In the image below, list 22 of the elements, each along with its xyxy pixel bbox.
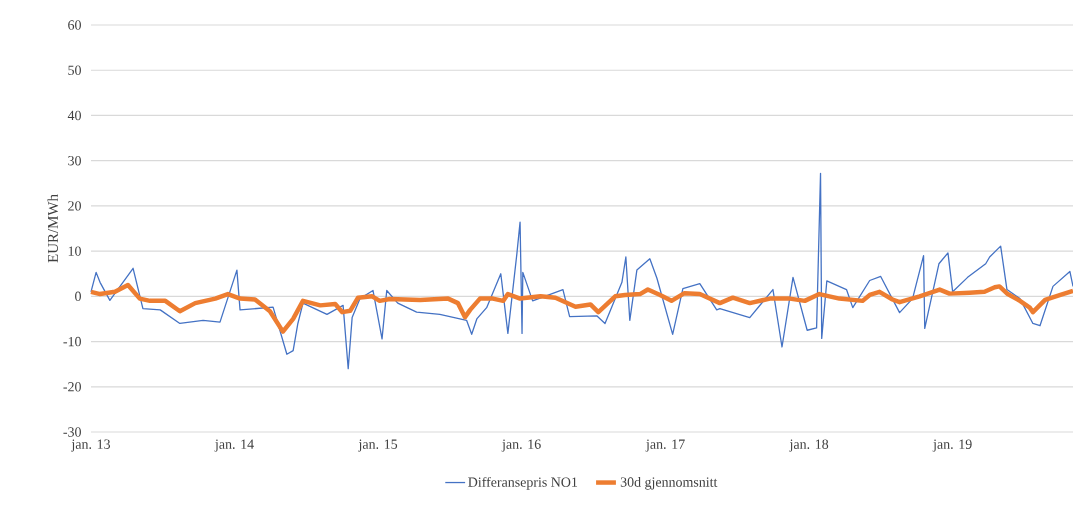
- y-tick-label: 30: [68, 155, 81, 166]
- y-tick-label: -20: [63, 382, 81, 392]
- x-tick-label: jan. 19: [932, 439, 972, 452]
- x-tick-label: jan. 16: [501, 439, 541, 452]
- y-tick-label: 20: [68, 201, 81, 211]
- y-tick-label: 0: [75, 291, 81, 302]
- line-series: [90, 172, 1073, 370]
- x-tick-label: jan. 15: [358, 439, 398, 452]
- y-tick-label: 60: [68, 20, 81, 30]
- y-axis-title: EUR/MWh: [47, 194, 59, 263]
- y-tick-label: -10: [63, 336, 81, 347]
- legend-label: Differansepris NO1: [468, 476, 578, 490]
- x-tick-label: jan. 13: [71, 439, 111, 452]
- x-tick-label: jan. 14: [214, 439, 254, 452]
- line-series: [88, 282, 1073, 334]
- x-tick-label: jan. 17: [645, 439, 685, 452]
- y-tick-label: 40: [67, 110, 81, 121]
- y-tick-label: -30: [63, 427, 81, 437]
- y-tick-label: 10: [68, 246, 81, 256]
- legend-label: 30d gjennomsnitt: [620, 476, 718, 490]
- x-tick-label: jan. 18: [789, 439, 829, 452]
- y-tick-label: 50: [68, 65, 81, 75]
